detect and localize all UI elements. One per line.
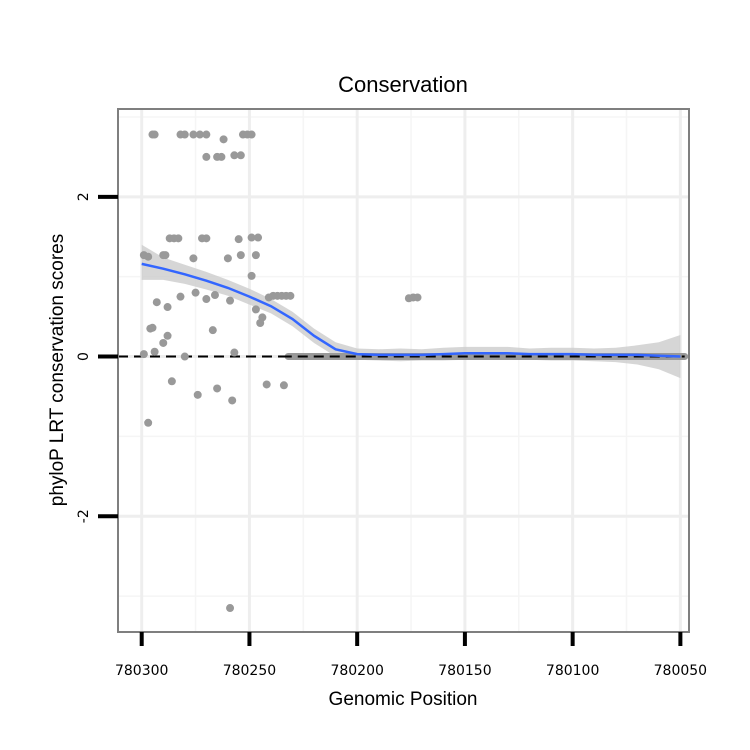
data-point	[230, 151, 239, 160]
data-point	[189, 254, 198, 263]
smooth-line	[141, 262, 681, 358]
plot-panel	[118, 109, 689, 632]
y-tick-label: -2	[76, 509, 92, 523]
y-tick-label: 2	[76, 192, 92, 201]
data-point	[236, 151, 245, 160]
data-point	[152, 298, 161, 307]
data-point	[180, 352, 189, 361]
data-point	[159, 338, 168, 347]
data-point	[226, 296, 235, 305]
x-tick-label: 780300	[115, 663, 168, 679]
smooth-line-layer	[141, 262, 681, 358]
data-point	[251, 305, 260, 314]
data-point	[230, 348, 239, 357]
x-tick-label: 780100	[546, 663, 599, 679]
data-point	[161, 251, 170, 260]
data-point	[202, 234, 211, 243]
data-point	[150, 347, 159, 356]
data-point	[144, 418, 153, 427]
data-point	[223, 254, 232, 263]
data-point	[180, 130, 189, 139]
data-point	[226, 604, 235, 613]
data-point	[279, 381, 288, 390]
data-point	[195, 130, 204, 139]
data-point	[413, 293, 422, 302]
data-point	[262, 380, 271, 389]
data-point	[234, 235, 243, 244]
confidence-band-layer	[141, 244, 681, 379]
data-point	[176, 292, 185, 301]
data-point	[191, 288, 200, 297]
data-point	[208, 326, 217, 335]
points-layer	[139, 130, 689, 613]
data-point	[219, 135, 228, 144]
data-point	[247, 271, 256, 280]
x-tick-label: 780050	[654, 663, 707, 679]
data-point	[236, 251, 245, 260]
data-point	[163, 331, 172, 340]
chart-title: Conservation	[338, 72, 468, 97]
data-point	[228, 396, 237, 405]
x-axis-label: Genomic Position	[329, 689, 478, 710]
confidence-band	[141, 244, 681, 379]
data-point	[247, 233, 256, 242]
data-point	[210, 291, 219, 300]
data-point	[286, 291, 295, 300]
data-point	[193, 390, 202, 399]
data-point	[256, 318, 265, 327]
data-point	[213, 384, 222, 393]
data-point	[254, 233, 263, 242]
data-point	[202, 295, 211, 304]
y-tick-label: 0	[76, 352, 92, 361]
y-axis-label: phyloP LRT conservation scores	[47, 234, 68, 507]
data-point	[150, 130, 159, 139]
data-point	[189, 130, 198, 139]
data-point	[174, 234, 183, 243]
data-point	[163, 303, 172, 312]
data-point	[144, 252, 153, 261]
data-point	[167, 377, 176, 386]
data-point	[139, 350, 148, 359]
data-point	[202, 152, 211, 161]
data-point	[251, 251, 260, 260]
axes: 780300 780250 780200 780150 780100 780050 -2 0 2	[76, 192, 707, 679]
data-point	[202, 130, 211, 139]
plot-border	[117, 108, 690, 633]
data-point	[247, 130, 256, 139]
data-point	[148, 323, 157, 332]
x-tick-label: 780200	[330, 663, 383, 679]
data-point	[217, 152, 226, 161]
x-tick-label: 780150	[438, 663, 491, 679]
x-tick-label: 780250	[223, 663, 276, 679]
